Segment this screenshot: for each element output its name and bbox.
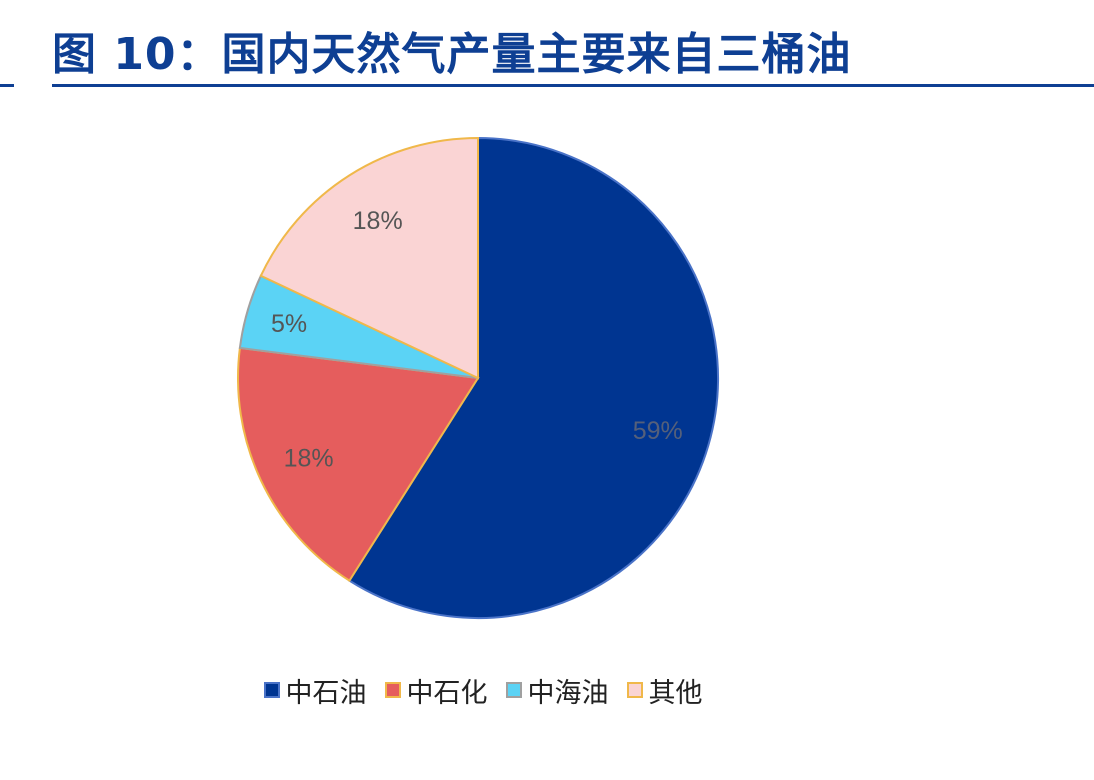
slice-data-label: 59%	[633, 417, 683, 445]
legend-item-zhongshiyou: 中石油	[263, 671, 367, 710]
header: 图 10：国内天然气产量主要来自三桶油	[0, 0, 1094, 100]
page-title: 图 10：国内天然气产量主要来自三桶油	[52, 29, 852, 80]
legend-item-qita: 其他	[626, 671, 703, 710]
title-rule	[52, 84, 1094, 87]
legend-label: 中石化	[406, 677, 488, 709]
legend-label: 其他	[648, 677, 703, 709]
title-rule-left	[0, 84, 14, 87]
legend-swatch	[505, 682, 522, 698]
slice-data-label: 18%	[284, 445, 334, 473]
legend-item-zhongshihua: 中石化	[384, 671, 488, 710]
chart-legend: 中石油 中石化 中海油 其他	[0, 671, 966, 710]
slice-data-label: 18%	[353, 207, 403, 235]
legend-label: 中海油	[527, 677, 609, 709]
legend-label: 中石油	[285, 677, 367, 709]
pie-slice	[259, 136, 479, 380]
legend-swatch	[626, 682, 643, 698]
slice-data-label: 5%	[271, 310, 307, 338]
legend-item-zhonghaiyou: 中海油	[505, 671, 609, 710]
pie-slice	[237, 346, 480, 583]
pie-slice	[348, 136, 719, 619]
legend-swatch	[263, 682, 280, 698]
legend-swatch	[384, 682, 401, 698]
